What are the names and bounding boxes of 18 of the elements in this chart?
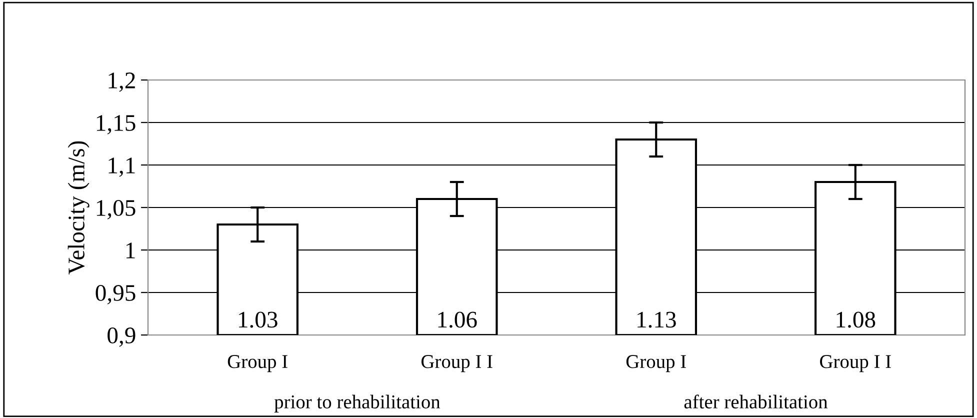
data-label: 1.13 <box>638 312 676 328</box>
y-tick-label: 1,05 <box>96 200 136 220</box>
y-tick-label: 1,2 <box>108 72 135 92</box>
x-tick-label: Group I <box>626 355 686 372</box>
x-tick-label: Group I I <box>820 355 891 372</box>
y-tick-label: 1 <box>126 242 135 258</box>
y-tick-label: 1,15 <box>96 115 136 134</box>
data-label: 1.06 <box>438 312 477 328</box>
y-tick-label: 1,1 <box>108 158 135 177</box>
text: after rehabilitation <box>684 394 828 408</box>
text: prior to rehabilitation <box>274 394 440 412</box>
y-tick-label: 0,9 <box>108 327 136 347</box>
data-label: 1.03 <box>239 312 278 328</box>
x-tick-label: Group I I <box>421 355 492 372</box>
x-tick-label: Group I <box>228 355 288 372</box>
y-tick-label: 0,95 <box>96 284 136 304</box>
y-axis-title: Velocity (m/s) <box>68 141 90 274</box>
data-label: 1.08 <box>836 312 876 328</box>
